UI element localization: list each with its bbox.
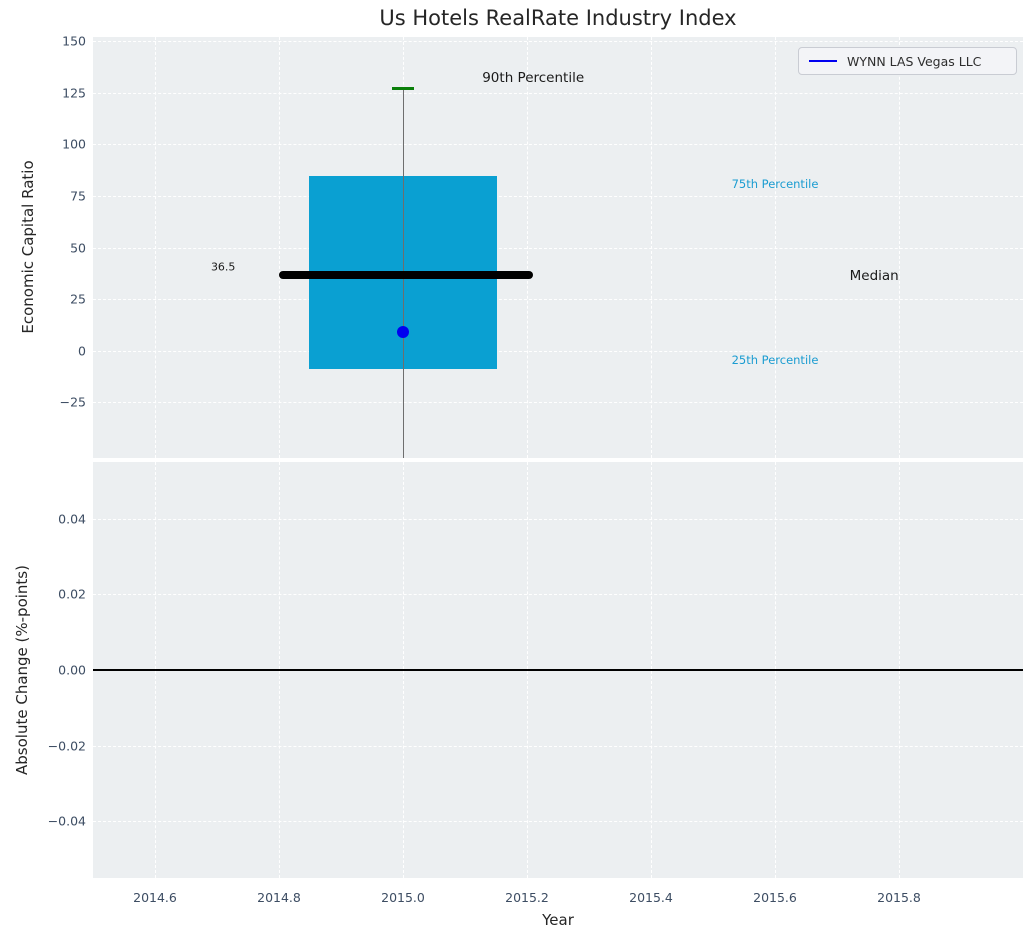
median-line [279,271,534,280]
zero-line [93,669,1023,671]
gridline [93,402,1023,404]
gridline [279,37,280,458]
gridline [93,247,1023,249]
gridline [93,821,1023,823]
y-tick-label: 0.04 [58,511,86,527]
y-tick-label: 0.00 [58,662,86,678]
y-tick-label: 125 [62,85,86,101]
x-tick-label: 2015.2 [505,890,549,905]
gridline [93,41,1023,43]
axes-economic-capital-ratio: 90th Percentile 75th Percentile Median 25th… [93,37,1023,458]
annotation-median: Median [849,268,899,285]
annotation-90th-percentile: 90th Percentile [482,70,585,87]
annotation-25th-percentile: 25th Percentile [731,352,819,367]
x-tick-label: 2014.8 [257,890,301,905]
gridline [93,195,1023,197]
company-point [397,326,409,339]
legend-line-swatch [809,60,837,62]
x-tick-label: 2015.0 [381,890,425,905]
gridline [93,92,1023,94]
annotation-75th-percentile: 75th Percentile [731,176,819,191]
gridline [93,299,1023,301]
x-axis-label: Year [542,911,574,929]
chart-title: Us Hotels RealRate Industry Index [379,6,737,30]
gridline [527,37,528,458]
p90-cap [391,87,415,91]
y-tick-label: −0.02 [47,738,86,754]
y-tick-label: 150 [62,33,86,49]
gridline [93,350,1023,352]
gridline [93,594,1023,596]
y-tick-label: 25 [70,291,86,307]
y-tick-label: 100 [62,136,86,152]
y-tick-label: 0.02 [58,586,86,602]
gridline [93,144,1023,146]
x-tick-label: 2014.6 [133,890,177,905]
legend: WYNN LAS Vegas LLC [798,47,1017,75]
axes-absolute-change [93,462,1023,878]
annotation-36.5: 36.5 [210,260,236,274]
gridline [93,745,1023,747]
x-tick-label: 2015.4 [629,890,673,905]
y-tick-label: 75 [70,188,86,204]
x-tick-label: 2015.6 [753,890,797,905]
gridline [155,37,156,458]
gridline [651,37,652,458]
legend-label: WYNN LAS Vegas LLC [847,53,982,69]
x-tick-label: 2015.8 [877,890,921,905]
gridline [899,37,900,458]
y-tick-label: −0.04 [47,813,86,829]
gridline [93,518,1023,520]
gridline [775,37,776,458]
y-tick-label: −25 [59,394,86,410]
y-tick-label: 0 [78,343,86,359]
y-tick-label: 50 [70,240,86,255]
